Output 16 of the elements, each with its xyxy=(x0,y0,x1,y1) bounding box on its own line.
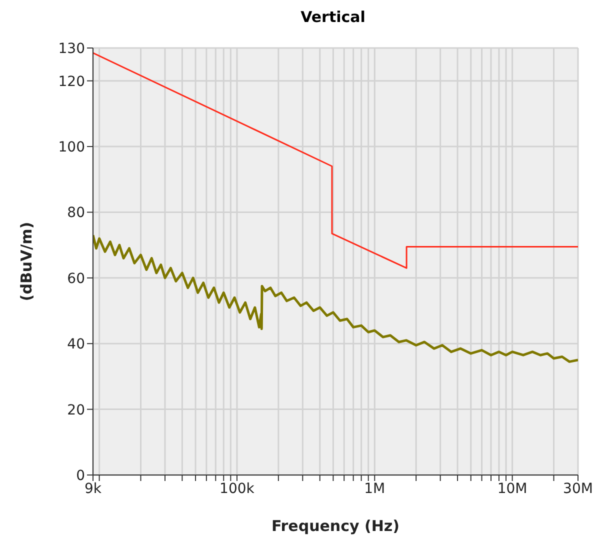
y-tick-label: 0 xyxy=(76,468,85,484)
y-tick-label: 20 xyxy=(67,402,85,418)
y-tick-label: 120 xyxy=(58,74,85,90)
chart-title: Vertical xyxy=(300,8,366,28)
x-tick-label: 10M xyxy=(497,480,528,497)
y-tick-label: 100 xyxy=(58,140,85,156)
x-tick-label: 30M xyxy=(563,480,593,497)
x-tick-label: 1M xyxy=(364,480,386,497)
y-tick-label: 40 xyxy=(67,336,85,353)
y-tick-label: 80 xyxy=(67,205,85,222)
x-axis-title: Frequency (Hz) xyxy=(271,517,400,535)
y-tick-label: 130 xyxy=(58,40,85,57)
x-tick-label: 100k xyxy=(220,480,256,497)
y-axis-title: (dBuV/m) xyxy=(17,222,36,302)
x-tick-label: 9k xyxy=(84,480,102,497)
y-tick-label: 60 xyxy=(67,270,85,287)
